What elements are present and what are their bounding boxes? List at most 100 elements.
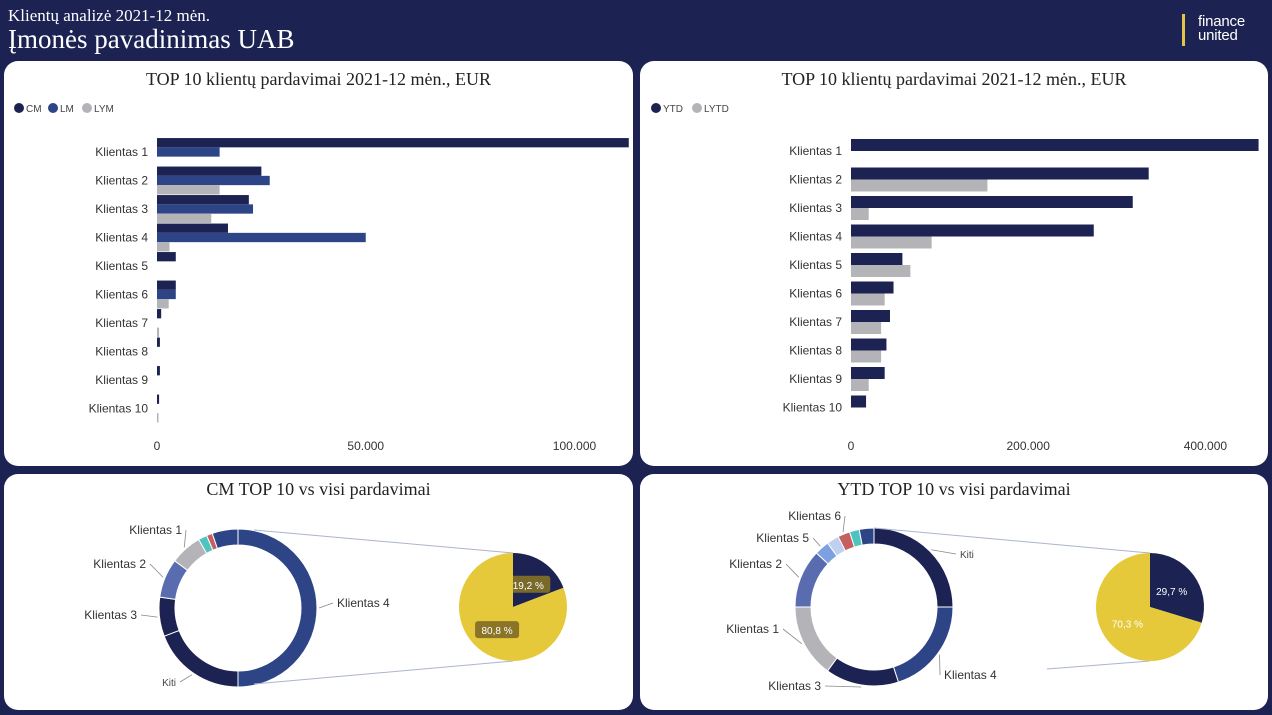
bar-lytd xyxy=(851,236,932,249)
chart-title: YTD TOP 10 vs visi pardavimai xyxy=(837,479,1070,499)
category-label: Klientas 7 xyxy=(789,315,842,329)
bar-cm xyxy=(157,337,160,347)
pie-slice xyxy=(1150,553,1204,623)
category-label: Klientas 5 xyxy=(95,259,148,273)
leader-line xyxy=(824,685,862,688)
bar-lytd xyxy=(851,379,869,391)
leader-line xyxy=(812,537,821,547)
logo-line-2: united xyxy=(1198,27,1238,44)
leader-line xyxy=(782,628,803,645)
connector-line xyxy=(1046,660,1151,670)
pie-label: 70,3 % xyxy=(1112,620,1143,631)
pie-label-box xyxy=(506,575,551,593)
bar-cm xyxy=(157,138,629,148)
leader-line xyxy=(183,529,187,548)
legend-label-lm: LM xyxy=(60,104,74,115)
donut-label: Kiti xyxy=(162,678,176,689)
donut-slice xyxy=(158,596,180,637)
x-tick-label: 200.000 xyxy=(1007,439,1051,453)
cm-bar-chart-panel: TOP 10 klientų pardavimai 2021-12 mėn., … xyxy=(4,61,633,466)
donut-label: Klientas 5 xyxy=(756,531,809,545)
leader-line xyxy=(149,563,164,578)
x-tick-label: 0 xyxy=(154,439,161,453)
x-tick-label: 100.000 xyxy=(553,439,597,453)
bar-lytd xyxy=(851,350,882,363)
category-label: Klientas 8 xyxy=(95,345,148,359)
bar-lytd xyxy=(851,322,882,334)
category-label: Klientas 6 xyxy=(789,287,842,301)
leader-line xyxy=(140,614,158,618)
legend-marker-lytd xyxy=(692,103,702,113)
ytd-donut-chart-panel: YTD TOP 10 vs visi pardavimai Kiti Klienta… xyxy=(640,474,1268,710)
donut-slice xyxy=(794,552,829,608)
bar-ytd xyxy=(851,139,1259,151)
donut-slice xyxy=(826,657,900,687)
category-label: Klientas 2 xyxy=(95,174,148,188)
category-label: Klientas 1 xyxy=(789,144,842,158)
company-title: Įmonės pavadinimas UAB xyxy=(8,24,295,54)
category-label: Klientas 1 xyxy=(95,145,148,159)
donut-slice xyxy=(858,527,875,546)
ytd-bar-chart-panel: TOP 10 klientų pardavimai 2021-12 mėn., … xyxy=(640,61,1268,466)
bar-ytd xyxy=(851,167,1149,180)
pie-slice xyxy=(1096,553,1202,661)
bar-lm xyxy=(157,204,254,214)
logo-accent-bar xyxy=(1182,14,1185,46)
connector-line xyxy=(253,529,514,554)
pie-label-box xyxy=(475,621,520,639)
bar-ytd xyxy=(851,224,1094,237)
bar-lym xyxy=(157,213,212,223)
legend-label-lym: LYM xyxy=(94,104,114,115)
leader-line xyxy=(842,515,846,533)
pie-label: 19,2 % xyxy=(513,581,544,592)
category-label: Klientas 4 xyxy=(789,230,842,244)
legend-marker-lym xyxy=(82,103,92,113)
connector-line xyxy=(253,660,514,685)
donut-slice xyxy=(794,606,838,672)
bar-cm xyxy=(157,394,160,404)
bar-lytd xyxy=(851,208,869,220)
category-label: Klientas 9 xyxy=(95,373,148,387)
donut-label: Klientas 4 xyxy=(944,668,997,682)
bar-lm xyxy=(157,175,270,186)
category-label: Klientas 8 xyxy=(789,344,842,358)
bar-lm xyxy=(157,147,220,157)
legend-marker-lm xyxy=(48,103,58,113)
category-label: Klientas 10 xyxy=(783,401,843,415)
bar-lytd xyxy=(851,179,988,192)
ytd-bar-chart: TOP 10 klientų pardavimai 2021-12 mėn., … xyxy=(651,69,1259,453)
leader-line xyxy=(931,549,957,555)
bar-ytd xyxy=(851,281,894,294)
donut-label: Klientas 6 xyxy=(788,509,841,523)
legend-marker-cm xyxy=(14,103,24,113)
category-label: Klientas 3 xyxy=(95,202,148,216)
bar-cm xyxy=(157,223,228,233)
donut-label: Klientas 1 xyxy=(726,622,779,636)
bar-lym xyxy=(157,242,170,252)
donut-label: Klientas 2 xyxy=(93,557,146,571)
category-label: Klientas 6 xyxy=(95,288,148,302)
legend-marker-ytd xyxy=(651,103,661,113)
cm-donut-chart: CM TOP 10 vs visi pardavimai Klientas 4 Ki… xyxy=(84,479,567,689)
legend-label-ytd: YTD xyxy=(663,104,683,115)
legend-label-cm: CM xyxy=(26,104,42,115)
chart-title: TOP 10 klientų pardavimai 2021-12 mėn., … xyxy=(146,69,491,89)
logo-line-1: finance xyxy=(1198,13,1245,30)
x-tick-label: 400.000 xyxy=(1184,439,1228,453)
bar-ytd xyxy=(851,310,890,322)
bar-cm xyxy=(157,252,176,262)
x-tick-label: 50.000 xyxy=(347,439,384,453)
cm-donut-chart-panel: CM TOP 10 vs visi pardavimai Klientas 4 Ki… xyxy=(4,474,633,710)
leader-line xyxy=(785,563,799,578)
connector-line xyxy=(873,527,1151,554)
bar-lm xyxy=(157,232,366,243)
bar-lm xyxy=(157,289,176,300)
report-subtitle: Klientų analizė 2021-12 mėn. xyxy=(8,6,211,25)
bar-cm xyxy=(157,166,262,176)
x-tick-label: 0 xyxy=(848,439,855,453)
donut-label: Klientas 1 xyxy=(129,523,182,537)
donut-slice xyxy=(237,528,318,688)
chart-title: TOP 10 klientų pardavimai 2021-12 mėn., … xyxy=(782,69,1127,89)
bar-lym xyxy=(157,299,169,309)
category-label: Klientas 7 xyxy=(95,316,148,330)
